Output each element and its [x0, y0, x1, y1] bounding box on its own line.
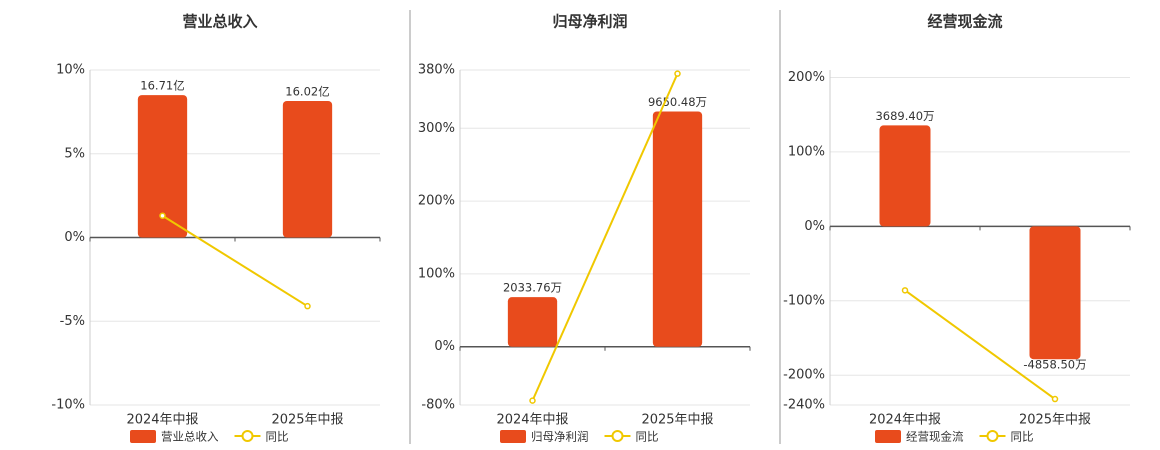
- line-point: [901, 287, 909, 294]
- bar: [507, 297, 558, 347]
- bar: [1029, 226, 1081, 360]
- legend-swatch: [986, 430, 999, 442]
- chart-title: 经营现金流: [927, 13, 1002, 31]
- line: [161, 214, 309, 308]
- y-tick-label: 0%: [64, 230, 85, 245]
- y-tick-label: 300%: [418, 121, 455, 136]
- x-tick-label: 2025年中报: [1019, 413, 1091, 428]
- x-tick-label: 2024年中报: [496, 413, 568, 428]
- bar: [282, 101, 333, 238]
- y-tick-label: 0%: [434, 339, 455, 354]
- y-tick-label: -240%: [783, 398, 825, 413]
- legend-swatch: [611, 430, 624, 442]
- y-tick-label: 5%: [64, 146, 85, 161]
- y-tick-label: 0%: [804, 219, 825, 234]
- line: [531, 73, 679, 402]
- y-tick-label: 100%: [418, 266, 455, 281]
- y-tick-label: 100%: [788, 144, 825, 159]
- legend-swatch: [875, 430, 901, 443]
- legend-swatch: [130, 430, 156, 443]
- value-label: 2033.76万: [503, 281, 562, 295]
- value-label: 3689.40万: [875, 109, 934, 123]
- y-tick-label: -10%: [51, 398, 85, 413]
- legend-swatch: [500, 430, 526, 443]
- bar: [879, 125, 931, 227]
- x-tick-label: 2025年中报: [641, 413, 713, 428]
- line-point: [304, 302, 311, 310]
- legend-label: 同比: [1011, 430, 1034, 444]
- value-label: -4858.50万: [1023, 358, 1086, 372]
- legend-swatch: [241, 430, 254, 442]
- y-tick-label: -5%: [60, 314, 85, 329]
- bar: [137, 95, 188, 238]
- legend-label: 同比: [266, 430, 289, 444]
- x-tick-label: 2025年中报: [271, 413, 343, 428]
- y-tick-label: -200%: [783, 368, 825, 383]
- y-tick-label: 380%: [418, 63, 455, 78]
- y-tick-label: 200%: [418, 194, 455, 209]
- line-point: [1051, 395, 1059, 403]
- legend-label: 同比: [636, 430, 659, 444]
- value-label: 16.71亿: [140, 79, 184, 93]
- line-point: [674, 70, 681, 77]
- value-label: 16.02亿: [285, 85, 329, 99]
- chart-title: 归母净利润: [552, 13, 627, 31]
- line: [904, 289, 1056, 400]
- x-tick-label: 2024年中报: [126, 413, 198, 428]
- bar: [652, 111, 703, 347]
- value-label: 9650.48万: [648, 95, 707, 109]
- y-tick-label: 10%: [56, 63, 85, 78]
- legend-label: 归母净利润: [531, 430, 589, 444]
- line-point: [159, 212, 166, 219]
- y-tick-label: 200%: [788, 70, 825, 85]
- y-tick-label: -80%: [421, 398, 455, 413]
- legend-label: 经营现金流: [906, 430, 964, 444]
- legend-label: 营业总收入: [161, 430, 219, 444]
- line-point: [529, 397, 536, 404]
- y-tick-label: -100%: [783, 293, 825, 308]
- x-tick-label: 2024年中报: [869, 413, 941, 428]
- chart-title: 营业总收入: [182, 13, 257, 31]
